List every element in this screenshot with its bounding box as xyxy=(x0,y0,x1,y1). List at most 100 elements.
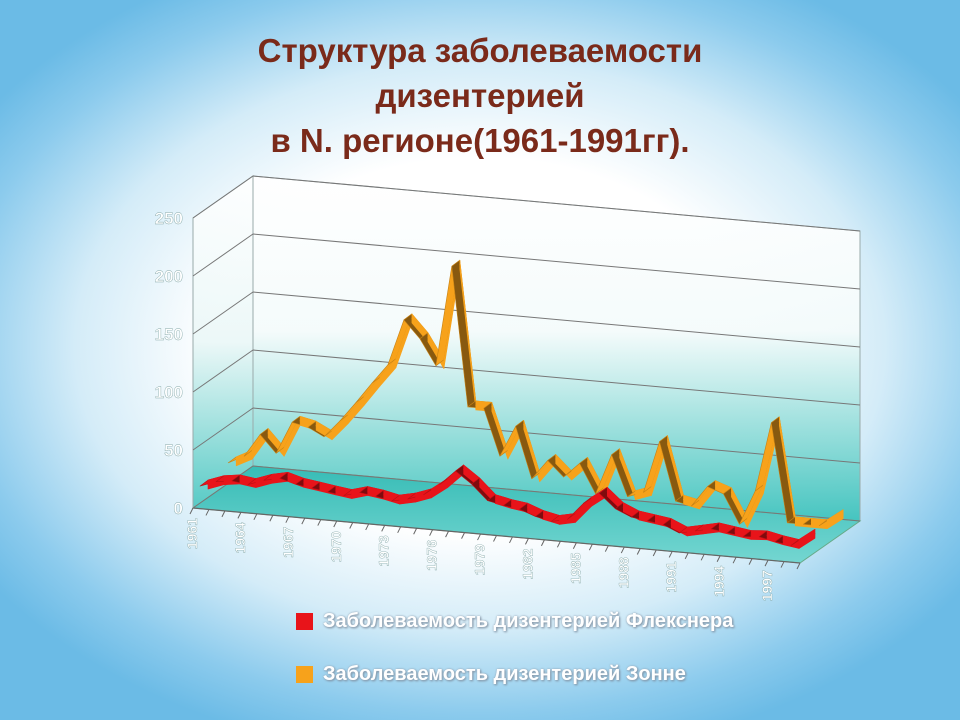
series-face xyxy=(810,517,828,530)
data-point xyxy=(842,513,844,515)
x-tick-label: 1982 xyxy=(519,548,535,579)
data-point xyxy=(223,479,225,481)
data-point xyxy=(235,460,237,462)
data-point xyxy=(331,434,333,436)
x-tick xyxy=(556,541,561,548)
x-tick xyxy=(652,549,657,557)
data-point xyxy=(427,336,429,338)
x-tick xyxy=(189,507,194,515)
data-point xyxy=(794,520,796,522)
data-point xyxy=(762,488,764,490)
x-tick-label: 1976 xyxy=(424,540,440,571)
series-sonne xyxy=(227,259,844,530)
data-point xyxy=(379,381,381,383)
data-point xyxy=(315,425,317,427)
x-tick xyxy=(493,535,497,542)
x-tick xyxy=(796,562,801,570)
x-tick-label: 1961 xyxy=(184,518,200,549)
x-tick xyxy=(748,558,753,565)
data-point xyxy=(319,486,321,488)
data-point xyxy=(683,499,684,501)
legend-swatch-sonne xyxy=(296,665,313,683)
legend-label-sonne: Заболеваемость дизентерией Зонне xyxy=(323,662,686,685)
data-point xyxy=(606,491,608,493)
data-point xyxy=(351,493,353,495)
data-point xyxy=(367,490,369,492)
data-point xyxy=(622,506,624,508)
data-point xyxy=(207,484,209,486)
data-point xyxy=(798,543,800,545)
data-point xyxy=(239,478,241,480)
x-tick-label: 1964 xyxy=(232,522,248,553)
data-point xyxy=(287,476,289,478)
data-point xyxy=(475,404,477,406)
gridline-200 xyxy=(192,233,861,290)
x-tick-label: 1997 xyxy=(759,570,775,601)
data-point xyxy=(555,458,557,460)
gridline-50 xyxy=(192,407,861,464)
data-point xyxy=(303,482,305,484)
data-point xyxy=(714,484,716,486)
x-tick xyxy=(509,536,513,544)
x-tick xyxy=(525,538,529,545)
x-tick xyxy=(381,525,386,532)
data-point xyxy=(718,526,720,528)
x-tick xyxy=(780,561,785,568)
chart-title: Структура заболеваемости дизентерией в N… xyxy=(0,28,960,163)
data-point xyxy=(635,494,636,496)
data-point xyxy=(654,518,656,520)
x-tick xyxy=(397,526,402,534)
x-tick xyxy=(700,554,705,561)
data-point xyxy=(335,489,337,491)
data-point xyxy=(746,522,748,524)
data-point xyxy=(651,490,652,492)
data-point xyxy=(507,454,509,456)
data-point xyxy=(686,531,688,532)
x-tick-label: 1994 xyxy=(711,566,727,597)
x-tick xyxy=(461,532,465,539)
y-tick-label: 150 xyxy=(155,325,183,344)
x-tick xyxy=(604,545,609,552)
data-point xyxy=(539,476,541,478)
x-tick-label: 1973 xyxy=(376,535,392,566)
data-point xyxy=(411,317,413,319)
series-flexner xyxy=(199,464,816,549)
x-tick xyxy=(477,533,481,541)
data-point xyxy=(750,534,752,536)
gridline-250 xyxy=(192,175,861,232)
y-tick-label: 200 xyxy=(155,267,183,286)
x-tick-label: 1979 xyxy=(472,544,488,575)
data-point xyxy=(810,522,812,524)
data-point xyxy=(826,523,828,525)
data-point xyxy=(587,461,589,463)
x-tick xyxy=(429,529,434,536)
x-tick xyxy=(445,530,450,538)
data-point xyxy=(590,501,592,503)
data-point xyxy=(670,522,672,524)
data-point xyxy=(542,514,544,516)
gridline-0 xyxy=(192,465,861,522)
x-tick-label: 1988 xyxy=(615,557,631,588)
chart-series xyxy=(199,259,844,549)
data-point xyxy=(271,478,273,480)
x-tick xyxy=(413,528,418,535)
data-point xyxy=(431,492,433,494)
y-tick-label: 50 xyxy=(164,441,183,460)
x-axis-labels: 1961 1964 1967 1970 1973 1976 1979 1982 1985 1988… xyxy=(184,518,775,602)
x-tick xyxy=(620,546,625,554)
data-point xyxy=(782,539,784,541)
x-tick-label: 1967 xyxy=(280,526,296,557)
gridline-150 xyxy=(192,291,861,348)
legend-label-flexner: Заболеваемость дизентерией Флекснера xyxy=(323,609,734,632)
x-tick xyxy=(301,517,306,525)
data-point xyxy=(447,482,449,484)
data-point xyxy=(251,454,253,456)
x-tick xyxy=(317,519,322,526)
x-tick xyxy=(732,556,737,564)
x-tick xyxy=(764,559,769,567)
gridline-100 xyxy=(192,349,861,406)
data-point xyxy=(383,494,385,496)
x-tick xyxy=(285,516,290,523)
data-point xyxy=(267,432,269,434)
